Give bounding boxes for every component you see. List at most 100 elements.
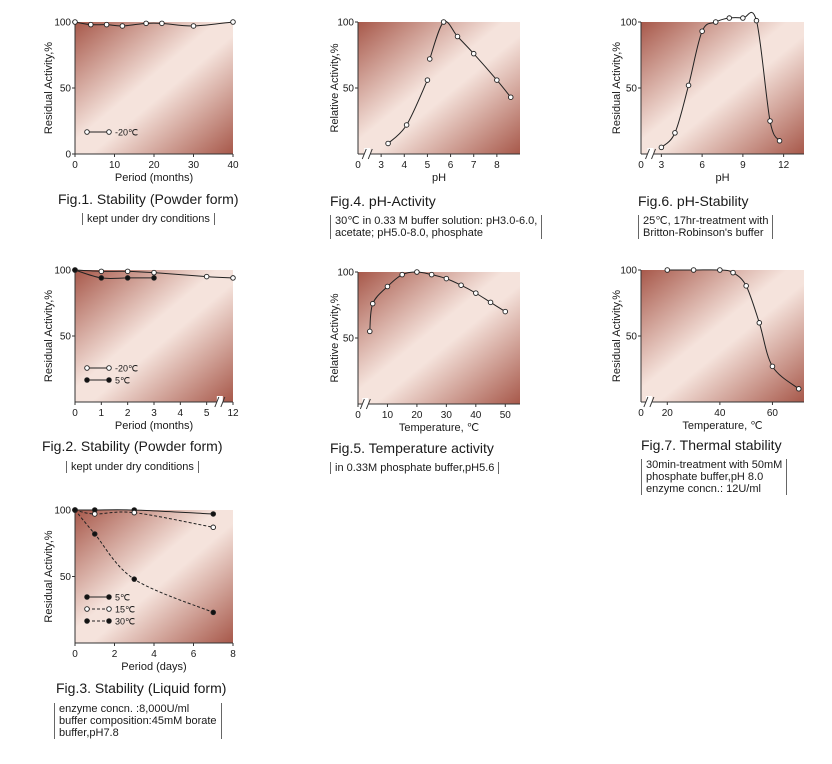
data-point xyxy=(151,275,157,281)
data-point xyxy=(98,268,105,275)
y-tick-label: 50 xyxy=(343,334,355,345)
axis-break-gap xyxy=(216,396,223,408)
x-tick-label: 3 xyxy=(659,160,665,171)
y-axis-label: Residual Activity,% xyxy=(43,42,55,134)
axis-break-mark xyxy=(214,396,220,408)
data-point xyxy=(454,33,461,40)
fig2-panel: 0 1 2 3 4 5 12 50 100 Period (months) Residual Act… xyxy=(0,0,280,520)
data-point xyxy=(740,15,746,21)
x-tick-label: 6 xyxy=(191,649,197,660)
legend-label: 15℃ xyxy=(115,605,135,615)
legend-marker xyxy=(84,365,90,371)
x-tick-label: 30 xyxy=(441,410,453,421)
x-tick-label: 10 xyxy=(382,410,394,421)
y-tick-label: 100 xyxy=(54,266,71,277)
data-point xyxy=(143,20,149,27)
x-tick-label: 0 xyxy=(638,408,644,419)
series-line xyxy=(74,509,214,528)
legend-label: 30℃ xyxy=(115,617,135,627)
y-axis-label: Residual Activity,% xyxy=(611,42,623,134)
data-point xyxy=(507,94,514,100)
x-tick-label: 1 xyxy=(99,408,105,419)
x-tick-label: 3 xyxy=(378,160,384,171)
note-line: Britton-Robinson's buffer xyxy=(643,227,764,239)
x-tick-label: 4 xyxy=(178,408,184,419)
plot-area xyxy=(75,510,233,643)
fig5-plot: 0 10 20 30 40 50 50 100 Temperature, ℃ Relative A… xyxy=(329,268,520,434)
y-axis-label: Residual Activity,% xyxy=(43,290,55,382)
legend-marker xyxy=(106,606,112,612)
x-axis-label: Period (months) xyxy=(115,420,193,432)
data-point xyxy=(664,267,671,273)
x-tick-label: 40 xyxy=(227,160,239,171)
x-tick-label: 0 xyxy=(72,649,78,660)
axis-break-mark xyxy=(645,148,650,160)
data-point xyxy=(91,511,98,517)
fig3-note: enzyme concn. :8,000U/ml buffer compositi… xyxy=(54,703,222,739)
data-point xyxy=(151,269,157,276)
data-point xyxy=(426,56,433,62)
fig1-plot: 0 10 20 30 40 0 50 100 Period (months) Residual A… xyxy=(43,18,239,185)
data-point xyxy=(743,283,749,289)
data-point xyxy=(502,308,509,315)
x-axis-label: Temperature, ℃ xyxy=(399,422,479,434)
data-point xyxy=(159,20,165,27)
legend-marker xyxy=(106,618,112,624)
data-point xyxy=(210,609,216,616)
y-tick-label: 100 xyxy=(620,18,637,29)
legend-marker xyxy=(84,129,90,135)
plot-area xyxy=(358,272,520,404)
axis-break-gap xyxy=(647,148,654,160)
y-tick-label: 0 xyxy=(65,150,71,161)
fig4-note: 30℃ in 0.33 M buffer solution: pH3.0-6.0… xyxy=(330,215,543,239)
y-tick-label: 50 xyxy=(60,572,72,583)
note-line: enzyme concn.: 12U/ml xyxy=(646,483,761,495)
note-line: buffer,pH7.8 xyxy=(59,727,119,739)
y-axis-label: Residual Activity,% xyxy=(43,530,55,622)
fig5-note: in 0.33M phosphate buffer,pH5.6 xyxy=(330,462,500,474)
x-tick-label: 40 xyxy=(470,410,482,421)
y-tick-label: 100 xyxy=(337,18,354,29)
fig1-title: Fig.1. Stability (Powder form) xyxy=(58,191,239,207)
x-tick-label: 0 xyxy=(72,408,78,419)
series-line xyxy=(661,11,781,148)
y-tick-label: 100 xyxy=(54,506,71,517)
data-point xyxy=(756,320,763,326)
data-point xyxy=(119,23,126,29)
data-point xyxy=(403,122,410,128)
x-tick-label: 12 xyxy=(227,408,239,419)
data-point xyxy=(699,28,705,34)
data-point xyxy=(494,77,500,83)
data-point xyxy=(98,275,105,281)
x-tick-label: 60 xyxy=(767,408,779,419)
axis-break-mark xyxy=(365,398,371,410)
fig7-note: 30min-treatment with 50mM phosphate buffe… xyxy=(641,459,788,495)
data-point xyxy=(210,524,216,531)
x-tick-label: 0 xyxy=(638,160,644,171)
plot-area xyxy=(641,22,804,154)
axis-break-mark xyxy=(367,148,373,160)
legend-marker xyxy=(106,365,112,371)
fig3-title: Fig.3. Stability (Liquid form) xyxy=(56,680,227,696)
fig2-note: kept under dry conditions xyxy=(66,461,199,473)
data-point xyxy=(443,275,450,282)
y-tick-label: 100 xyxy=(54,18,71,29)
x-tick-label: 2 xyxy=(125,408,131,419)
x-tick-label: 40 xyxy=(714,408,726,419)
fig1-panel: 0 10 20 30 40 0 50 100 Period (months) Residual A… xyxy=(0,0,280,250)
y-tick-label: 50 xyxy=(343,84,355,95)
axis-break-mark xyxy=(649,396,655,408)
legend-marker xyxy=(84,618,90,624)
x-tick-label: 5 xyxy=(204,408,210,419)
fig1-note: kept under dry conditions xyxy=(82,213,215,225)
note-line: kept under dry conditions xyxy=(71,461,194,473)
data-point xyxy=(385,140,391,147)
x-tick-label: 6 xyxy=(448,160,454,171)
legend-marker xyxy=(106,594,112,600)
series-line xyxy=(75,509,214,515)
data-point xyxy=(769,363,776,370)
data-point xyxy=(767,118,773,124)
y-tick-label: 100 xyxy=(337,268,354,279)
data-point xyxy=(428,271,435,278)
fig6-plot: 3 6 9 12 0 50 100 pH Residual Activity,% xyxy=(611,11,804,184)
